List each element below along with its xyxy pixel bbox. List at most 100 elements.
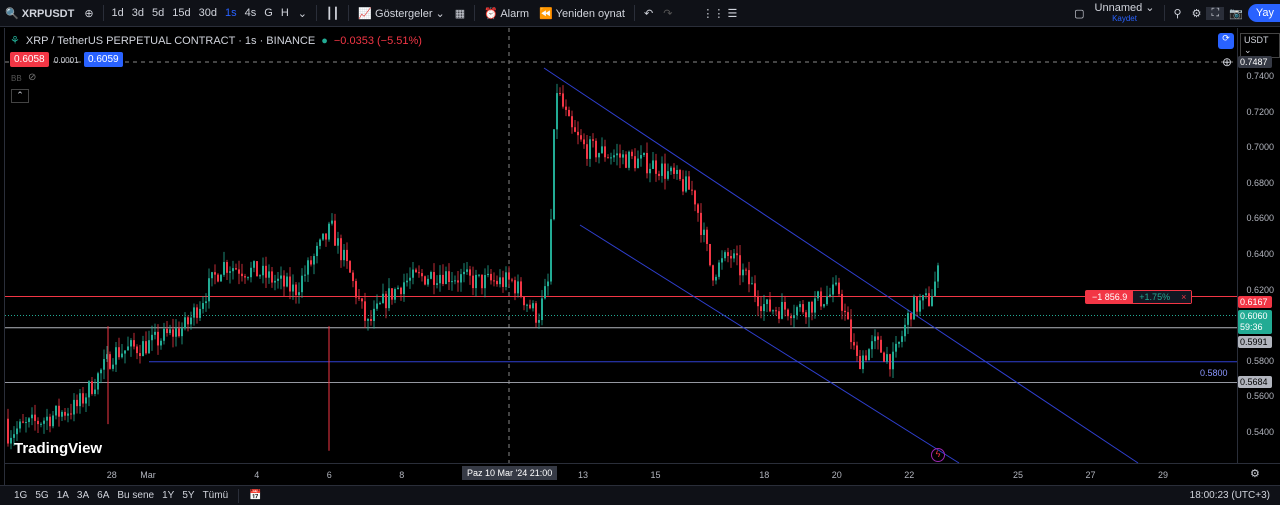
- indicators-button[interactable]: 📈 Göstergeler ⌄: [358, 7, 445, 20]
- candle: [70, 413, 72, 415]
- bid-button[interactable]: 0.6058: [10, 52, 49, 67]
- interval-H[interactable]: H: [280, 7, 289, 19]
- candle: [814, 298, 816, 313]
- legend-change: −0.0353 (−5.51%): [333, 34, 422, 47]
- top-toolbar: 🔍 XRPUSDT ⊕ 1d 3d 5d 15d 30d 1s 4s G H ⌄ ┃┃ 📈 Gö…: [0, 0, 1280, 27]
- fullscreen-icon[interactable]: ⛶: [1206, 6, 1225, 20]
- drag-handle-icon[interactable]: ⋮⋮ ☰: [702, 7, 738, 20]
- candle: [373, 308, 375, 322]
- position-pnl: −1 856.9: [1086, 291, 1134, 303]
- position-label[interactable]: −1 856.9 +1.75% ×: [1085, 290, 1193, 304]
- range-7[interactable]: 5Y: [182, 490, 195, 501]
- interval-4s[interactable]: 4s: [244, 7, 257, 19]
- candle: [187, 317, 189, 325]
- collapse-legend-button[interactable]: ⌃: [11, 89, 29, 103]
- settings-icon[interactable]: ⚙: [1191, 7, 1202, 20]
- chart-pane[interactable]: [4, 28, 1280, 485]
- candle: [67, 413, 69, 416]
- candle: [925, 293, 927, 296]
- candle: [568, 109, 570, 117]
- templates-icon[interactable]: ▦: [454, 7, 466, 20]
- candle: [808, 301, 810, 318]
- candle: [418, 272, 420, 274]
- goto-date-icon[interactable]: 📅: [249, 490, 262, 501]
- line-price-gray: 0.5684: [1238, 376, 1272, 388]
- range-1[interactable]: 5G: [35, 490, 49, 501]
- alarm-button[interactable]: ⏰ Alarm: [484, 7, 530, 20]
- layout-menu[interactable]: Unnamed ⌄ Kaydet: [1094, 1, 1155, 23]
- candle: [682, 179, 684, 192]
- range-3[interactable]: 3A: [76, 490, 90, 501]
- interval-5d[interactable]: 5d: [152, 7, 165, 19]
- add-alert-icon[interactable]: ⊕: [1222, 55, 1233, 69]
- range-6[interactable]: 1Y: [162, 490, 175, 501]
- eye-hidden-icon[interactable]: ⊘: [28, 72, 37, 83]
- candle: [295, 284, 297, 296]
- candle: [379, 303, 381, 305]
- ask-button[interactable]: 0.6059: [84, 52, 123, 67]
- range-5[interactable]: Bu sene: [117, 490, 155, 501]
- lightning-icon[interactable]: ϟ: [931, 448, 945, 462]
- candle: [424, 276, 426, 285]
- candle: [55, 405, 57, 416]
- candle: [325, 233, 327, 240]
- candle: [361, 298, 363, 302]
- candle: [475, 274, 477, 289]
- price-tick: 0.6400: [1246, 249, 1274, 259]
- close-position-button[interactable]: ×: [1176, 291, 1192, 303]
- candle: [688, 176, 690, 190]
- candle: [616, 153, 618, 156]
- interval-1d[interactable]: 1d: [111, 7, 124, 19]
- interval-15d[interactable]: 15d: [172, 7, 191, 19]
- interval-G[interactable]: G: [264, 7, 273, 19]
- candle: [340, 238, 342, 261]
- candle: [376, 303, 378, 309]
- chevron-down-icon[interactable]: ⌄: [297, 7, 307, 20]
- clock[interactable]: 18:00:23 (UTC+3): [1189, 490, 1270, 501]
- range-8[interactable]: Tümü: [202, 490, 229, 501]
- candle: [304, 274, 306, 276]
- auto-scale-button[interactable]: ⟳: [1218, 33, 1234, 49]
- candle: [220, 274, 222, 282]
- candle: [598, 153, 600, 158]
- camera-icon[interactable]: 📷: [1229, 7, 1243, 20]
- candle: [601, 146, 603, 154]
- candle: [883, 352, 885, 362]
- layout-icon[interactable]: ▢: [1074, 7, 1085, 20]
- candle: [232, 268, 234, 272]
- candle: [109, 354, 111, 369]
- range-4[interactable]: 6A: [97, 490, 110, 501]
- range-2[interactable]: 1A: [56, 490, 69, 501]
- range-0[interactable]: 1G: [14, 490, 28, 501]
- undo-icon[interactable]: ↶: [643, 7, 654, 20]
- time-axis-settings-icon[interactable]: ⚙: [1250, 468, 1260, 480]
- candle: [106, 354, 108, 360]
- candle: [157, 331, 159, 346]
- quick-search-icon[interactable]: ⚲: [1173, 7, 1182, 20]
- candle: [859, 355, 861, 370]
- candle: [700, 212, 702, 235]
- redo-icon[interactable]: ↷: [663, 7, 673, 20]
- symbol-search[interactable]: 🔍 XRPUSDT: [5, 7, 75, 20]
- candle: [49, 416, 51, 427]
- candle: [664, 163, 666, 179]
- candle: [796, 307, 798, 316]
- candle: [631, 151, 633, 157]
- candle: [250, 267, 252, 278]
- price-chart[interactable]: [5, 28, 1280, 485]
- candle-type-icon[interactable]: ┃┃: [326, 7, 340, 20]
- candle: [862, 355, 864, 370]
- candle: [613, 155, 615, 158]
- candle: [628, 151, 630, 168]
- interval-3d[interactable]: 3d: [131, 7, 145, 19]
- publish-button[interactable]: Yay: [1247, 4, 1280, 22]
- candle: [322, 233, 324, 240]
- compare-add-icon[interactable]: ⊕: [84, 7, 94, 20]
- candle: [661, 163, 663, 176]
- candle: [34, 414, 36, 421]
- interval-1s[interactable]: 1s: [225, 7, 237, 19]
- interval-30d[interactable]: 30d: [198, 7, 218, 19]
- replay-button[interactable]: ⏪ Yeniden oynat: [539, 7, 625, 20]
- currency-select[interactable]: USDT ⌄: [1240, 33, 1280, 58]
- candle: [658, 173, 660, 176]
